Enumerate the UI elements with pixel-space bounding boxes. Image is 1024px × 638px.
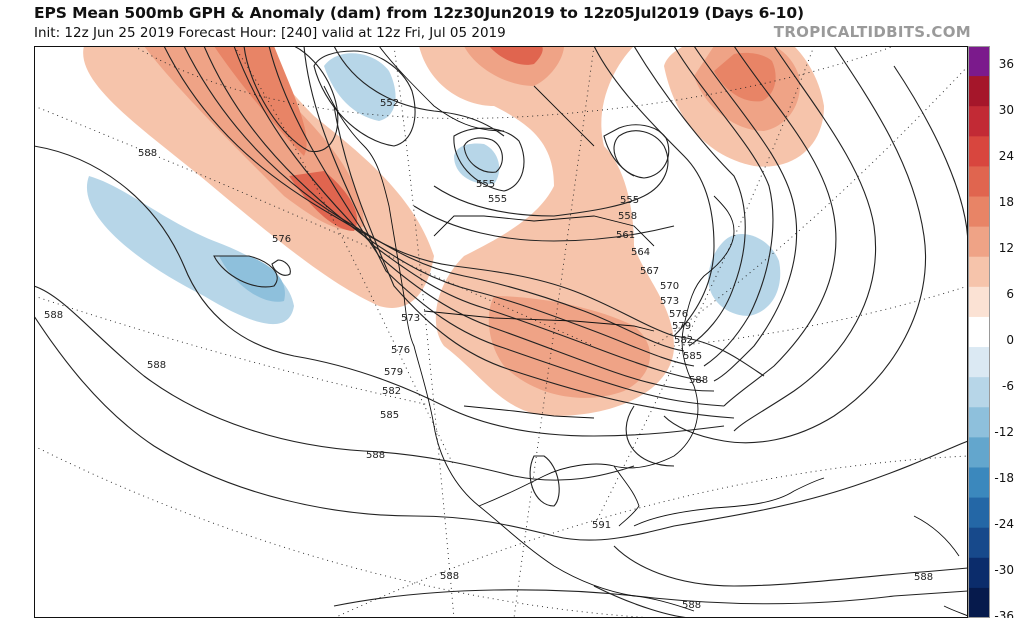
brand-watermark[interactable]: TROPICALTIDBITS.COM <box>773 23 971 41</box>
colorbar-swatch <box>968 226 990 258</box>
colorbar-swatch <box>968 527 990 559</box>
colorbar-tick-label: 30 <box>999 103 1014 117</box>
colorbar-swatch <box>968 166 990 198</box>
contour-label: 591 <box>592 520 611 531</box>
contour-label: 552 <box>380 98 399 109</box>
contour-label: 579 <box>672 321 691 332</box>
contour-label: 588 <box>44 310 63 321</box>
colorbar-swatch <box>968 437 990 468</box>
contour-label: 579 <box>384 367 403 378</box>
colorbar-swatch <box>968 377 990 408</box>
colorbar-tick-label: 12 <box>999 241 1014 255</box>
colorbar-tick-label: -12 <box>994 425 1014 439</box>
map-title: EPS Mean 500mb GPH & Anomaly (dam) from … <box>34 4 804 22</box>
contour-label: 555 <box>488 194 507 205</box>
colorbar-swatch <box>968 587 990 618</box>
contour-label: 561 <box>616 230 635 241</box>
colorbar-tick-label: -30 <box>994 563 1014 577</box>
contour-labels: 588 576 588 588 588 588 591 588 588 573 … <box>44 98 933 611</box>
colorbar-swatch <box>968 407 990 438</box>
contour-label: 573 <box>660 296 679 307</box>
contour-label: 588 <box>440 571 459 582</box>
height-contours <box>34 46 968 618</box>
contour-label: 573 <box>401 313 420 324</box>
contour-label: 576 <box>669 309 688 320</box>
colorbar-tick-label: -24 <box>994 517 1014 531</box>
coastlines <box>323 46 968 617</box>
contour-label: 555 <box>620 195 639 206</box>
anomaly-colorbar: 36 30 24 18 12 6 0 -6 -12 -18 -24 -30 -36 <box>968 46 1014 618</box>
colorbar-swatch <box>968 497 990 529</box>
colorbar-outline <box>968 46 990 618</box>
contour-label: 588 <box>138 148 157 159</box>
colorbar-swatch <box>968 467 990 499</box>
colorbar-swatch <box>968 347 990 378</box>
contour-label: 585 <box>683 351 702 362</box>
contour-label: 582 <box>382 386 401 397</box>
colorbar-tick-label: 0 <box>1006 333 1014 347</box>
colorbar-swatch <box>968 196 990 228</box>
contour-label: 585 <box>380 410 399 421</box>
contour-label: 555 <box>476 179 495 190</box>
colorbar-tick-label: 6 <box>1006 287 1014 301</box>
colorbar-swatch <box>968 256 990 288</box>
positive-anomaly-shading <box>83 46 824 416</box>
colorbar-tick-label: 18 <box>999 195 1014 209</box>
contour-label: 582 <box>674 335 693 346</box>
forecast-map: 588 576 588 588 588 588 591 588 588 573 … <box>34 46 968 618</box>
colorbar-tick-label: 24 <box>999 149 1014 163</box>
contour-label: 588 <box>689 375 708 386</box>
colorbar-swatch <box>968 76 990 107</box>
colorbar-swatch <box>968 557 990 589</box>
colorbar-tick-label: 36 <box>999 57 1014 71</box>
colorbar-swatches <box>968 46 990 618</box>
colorbar-labels: 36 30 24 18 12 6 0 -6 -12 -18 -24 -30 -36 <box>994 57 1014 618</box>
contour-label: 570 <box>660 281 679 292</box>
colorbar-swatch <box>968 136 990 167</box>
contour-label: 576 <box>391 345 410 356</box>
contour-label: 588 <box>682 600 701 611</box>
contour-label: 558 <box>618 211 637 222</box>
colorbar-tick-label: -6 <box>1002 379 1014 393</box>
colorbar-swatch <box>968 106 990 137</box>
contour-label: 567 <box>640 266 659 277</box>
contour-label: 564 <box>631 247 650 258</box>
colorbar-swatch <box>968 46 990 77</box>
map-subtitle: Init: 12z Jun 25 2019 Forecast Hour: [24… <box>34 25 506 41</box>
contour-label: 576 <box>272 234 291 245</box>
colorbar-swatch <box>968 316 990 348</box>
colorbar-swatch <box>968 286 990 318</box>
colorbar-tick-label: -18 <box>994 471 1014 485</box>
contour-label: 588 <box>366 450 385 461</box>
contour-label: 588 <box>914 572 933 583</box>
colorbar-tick-label: -36 <box>994 609 1014 618</box>
contour-label: 588 <box>147 360 166 371</box>
